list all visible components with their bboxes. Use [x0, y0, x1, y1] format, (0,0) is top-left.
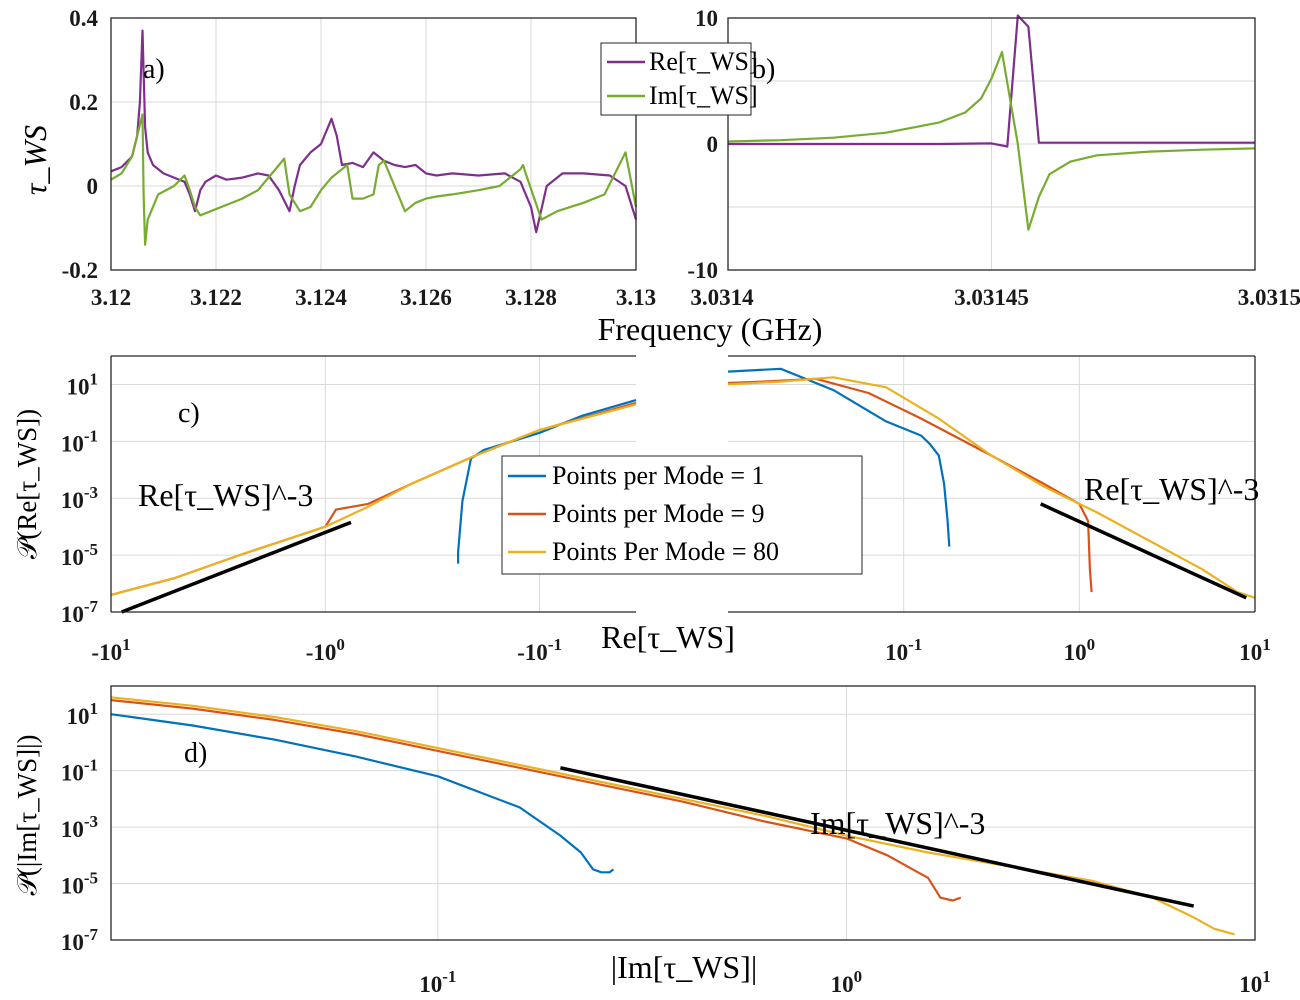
panel-a-line-im	[110, 113, 638, 246]
panel-a-ytick: 0	[87, 174, 99, 199]
panel-c-label: c)	[178, 398, 200, 429]
panel-b-label: b)	[752, 54, 775, 85]
panel-a-yticks: -0.2 0 0.2 0.4	[62, 6, 99, 283]
panel-a-line-re	[110, 29, 638, 234]
panel-c-series	[110, 367, 1256, 614]
legend-points-per-mode: Points per Mode = 1 Points per Mode = 9 …	[501, 455, 863, 575]
panel-b-xtick: 3.03145	[954, 285, 1029, 310]
panel-d-frame	[110, 685, 1256, 941]
panel-d-series	[110, 696, 1235, 936]
panel-a-xtick: 3.122	[190, 285, 242, 310]
panel-b-xtick: 3.0314	[690, 285, 754, 310]
panel-b-yticks: -10 0 10	[687, 6, 718, 283]
panel-c-xticks: -101 -100 -10-1 10-1 100 101	[91, 635, 1270, 665]
panel-d-grid	[111, 686, 1256, 941]
panel-b-ytick: -10	[687, 258, 718, 283]
panel-a-grid	[110, 17, 637, 271]
panel-c-annotation-left: Re[τ_WS]^-3	[138, 477, 313, 513]
panel-b-frame	[727, 17, 1256, 271]
panel-d-yticks: 101 10-1 10-3 10-5 10-7	[61, 699, 99, 955]
legend-ppm9-label: Points per Mode = 9	[552, 499, 765, 528]
panel-d-ref-line	[560, 766, 1195, 908]
panel-d-annotation: Im[τ_WS]^-3	[810, 805, 985, 841]
legend-re-label: Re[τ_WS]	[649, 47, 758, 76]
legend-ppm-box	[501, 455, 863, 575]
panel-c-annotation-right: Re[τ_WS]^-3	[1084, 471, 1259, 507]
panel-d-ylabel: 𝒫(|Im[τ_WS]|)	[12, 734, 42, 895]
panel-d-ytick: 101	[67, 699, 99, 729]
legend-ppm1-label: Points per Mode = 1	[552, 461, 765, 490]
panel-a-xtick: 3.128	[505, 285, 557, 310]
panel-c-ref-line-left	[121, 520, 352, 614]
panel-a-xticks: 3.12 3.122 3.124 3.126 3.128 3.13	[91, 285, 656, 310]
panel-c-xtick-left: -100	[306, 635, 345, 665]
panel-b-line-re	[728, 14, 1255, 148]
panel-d-ytick: 10-7	[61, 925, 99, 955]
panel-b-line-im	[727, 50, 1256, 231]
panel-a-xtick: 3.124	[295, 285, 347, 310]
legend-ppm80-label: Points Per Mode = 80	[552, 537, 779, 566]
panel-d-label: d)	[184, 738, 207, 769]
panel-c: -101 -100 -10-1 10-1 100 101 10110-110-310-51…	[12, 355, 1271, 665]
panel-b-xtick: 3.0315	[1238, 285, 1300, 310]
panel-c-xtick-left: -10-1	[517, 635, 562, 665]
panel-a-frame	[110, 17, 637, 271]
panel-a-xtick: 3.12	[91, 285, 131, 310]
panel-a-series	[110, 29, 638, 246]
panel-d-xtick: 10-1	[419, 967, 456, 997]
panel-a-ytick: -0.2	[62, 258, 98, 283]
panel-a-ytick: 0.4	[69, 6, 98, 31]
legend-re-im: Re[τ_WS] Im[τ_WS]	[600, 42, 758, 116]
panel-d-ytick: 10-3	[61, 812, 98, 842]
panel-a: 3.12 3.122 3.124 3.126 3.128 3.13 -0.2 0 0.2 0.4…	[17, 6, 656, 310]
panel-c-ytick: 10-3	[61, 483, 98, 513]
panel-a-ylabel: τ_WS	[17, 125, 53, 195]
panel-d-xticks: 10-1 100 101	[419, 967, 1270, 997]
panel-c-yticks: 101 10-1 10-3 10-5 10-7	[61, 369, 99, 627]
panel-b-series	[727, 14, 1256, 231]
panel-c-xtick-right: 101	[1239, 635, 1271, 665]
panel-d: 10-1 100 101 101 10-1 10-3 10-5 10-7 d) 𝒫(|Im[…	[12, 685, 1271, 997]
panel-b: 3.0314 3.03145 3.0315 -10 0 10 b)	[687, 6, 1300, 310]
panel-a-label: a)	[143, 54, 165, 85]
panel-b-xticks: 3.0314 3.03145 3.0315	[690, 285, 1300, 310]
panel-b-ytick: 10	[695, 6, 718, 31]
panel-c-ytick: 10-1	[61, 426, 98, 456]
panel-d-xlabel: |Im[τ_WS]|	[611, 949, 758, 985]
panel-a-xtick: 3.126	[400, 285, 452, 310]
panel-c-xtick-right: 100	[1064, 635, 1096, 665]
panel-c-ytick: 10-7	[61, 597, 99, 627]
panel-d-xtick: 101	[1239, 967, 1271, 997]
panel-a-xtick: 3.13	[616, 285, 656, 310]
panel-c-ytick: 10-5	[61, 540, 98, 570]
panel-c-xlabel: Re[τ_WS]	[601, 619, 735, 655]
panel-c-xtick-right: 10-1	[885, 635, 922, 665]
frequency-xlabel: Frequency (GHz)	[598, 311, 823, 347]
panel-d-line-0	[110, 713, 615, 874]
panel-d-xtick: 100	[831, 967, 863, 997]
panel-c-xtick-left: -101	[91, 635, 130, 665]
panel-b-ytick: 0	[707, 132, 719, 157]
panel-d-line-2	[110, 696, 1235, 936]
panel-c-ref-line-right	[1039, 502, 1247, 600]
panel-c-ytick: 101	[67, 369, 99, 399]
panel-c-left-line-2	[110, 403, 637, 596]
panel-c-right-line-2	[727, 376, 1256, 599]
panel-d-ytick: 10-5	[61, 869, 98, 899]
panel-d-ytick: 10-1	[61, 756, 98, 786]
legend-im-label: Im[τ_WS]	[649, 81, 758, 110]
panel-a-ytick: 0.2	[69, 90, 98, 115]
panel-c-ylabel: 𝒫(Re[τ_WS])	[12, 409, 42, 559]
legend-re-im-box	[600, 42, 752, 116]
panel-d-line-1	[110, 699, 962, 902]
